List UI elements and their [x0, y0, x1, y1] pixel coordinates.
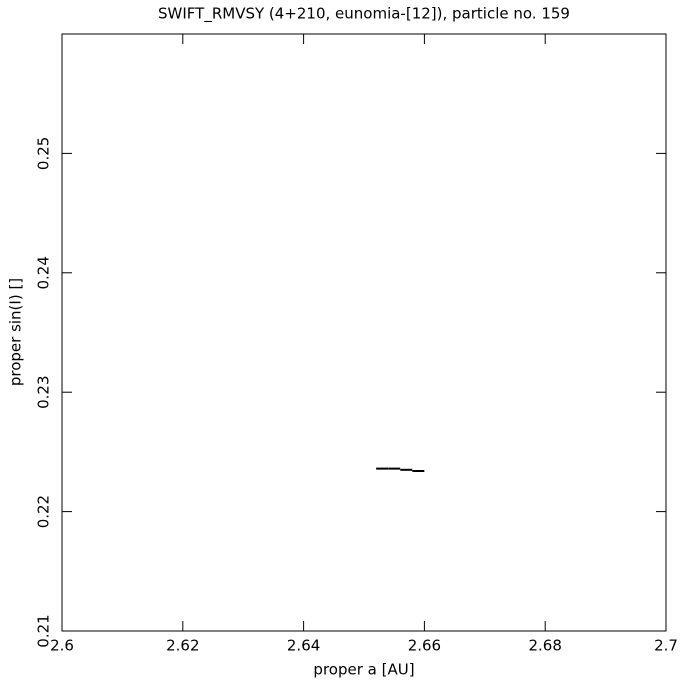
y-axis-label: proper sin(I) [] — [7, 278, 25, 386]
x-tick-label: 2.62 — [166, 637, 199, 655]
y-tick-label: 0.22 — [35, 495, 53, 528]
y-tick-label: 0.21 — [35, 614, 53, 647]
point — [400, 468, 413, 471]
chart-title: SWIFT_RMVSY (4+210, eunomia-[12]), parti… — [158, 5, 570, 24]
y-tick-label: 0.23 — [35, 375, 53, 408]
x-axis-label: proper a [AU] — [313, 661, 414, 679]
point — [388, 467, 401, 470]
plot-frame — [61, 33, 667, 632]
x-tick-label: 2.7 — [654, 637, 678, 655]
x-tick-label: 2.68 — [528, 637, 561, 655]
point — [412, 470, 425, 473]
x-tick-label: 2.64 — [287, 637, 320, 655]
x-tick-label: 2.66 — [408, 637, 441, 655]
y-tick-label: 0.24 — [35, 256, 53, 289]
y-tick-label: 0.25 — [35, 137, 53, 170]
x-tick-label: 2.6 — [50, 637, 74, 655]
point — [376, 467, 389, 470]
